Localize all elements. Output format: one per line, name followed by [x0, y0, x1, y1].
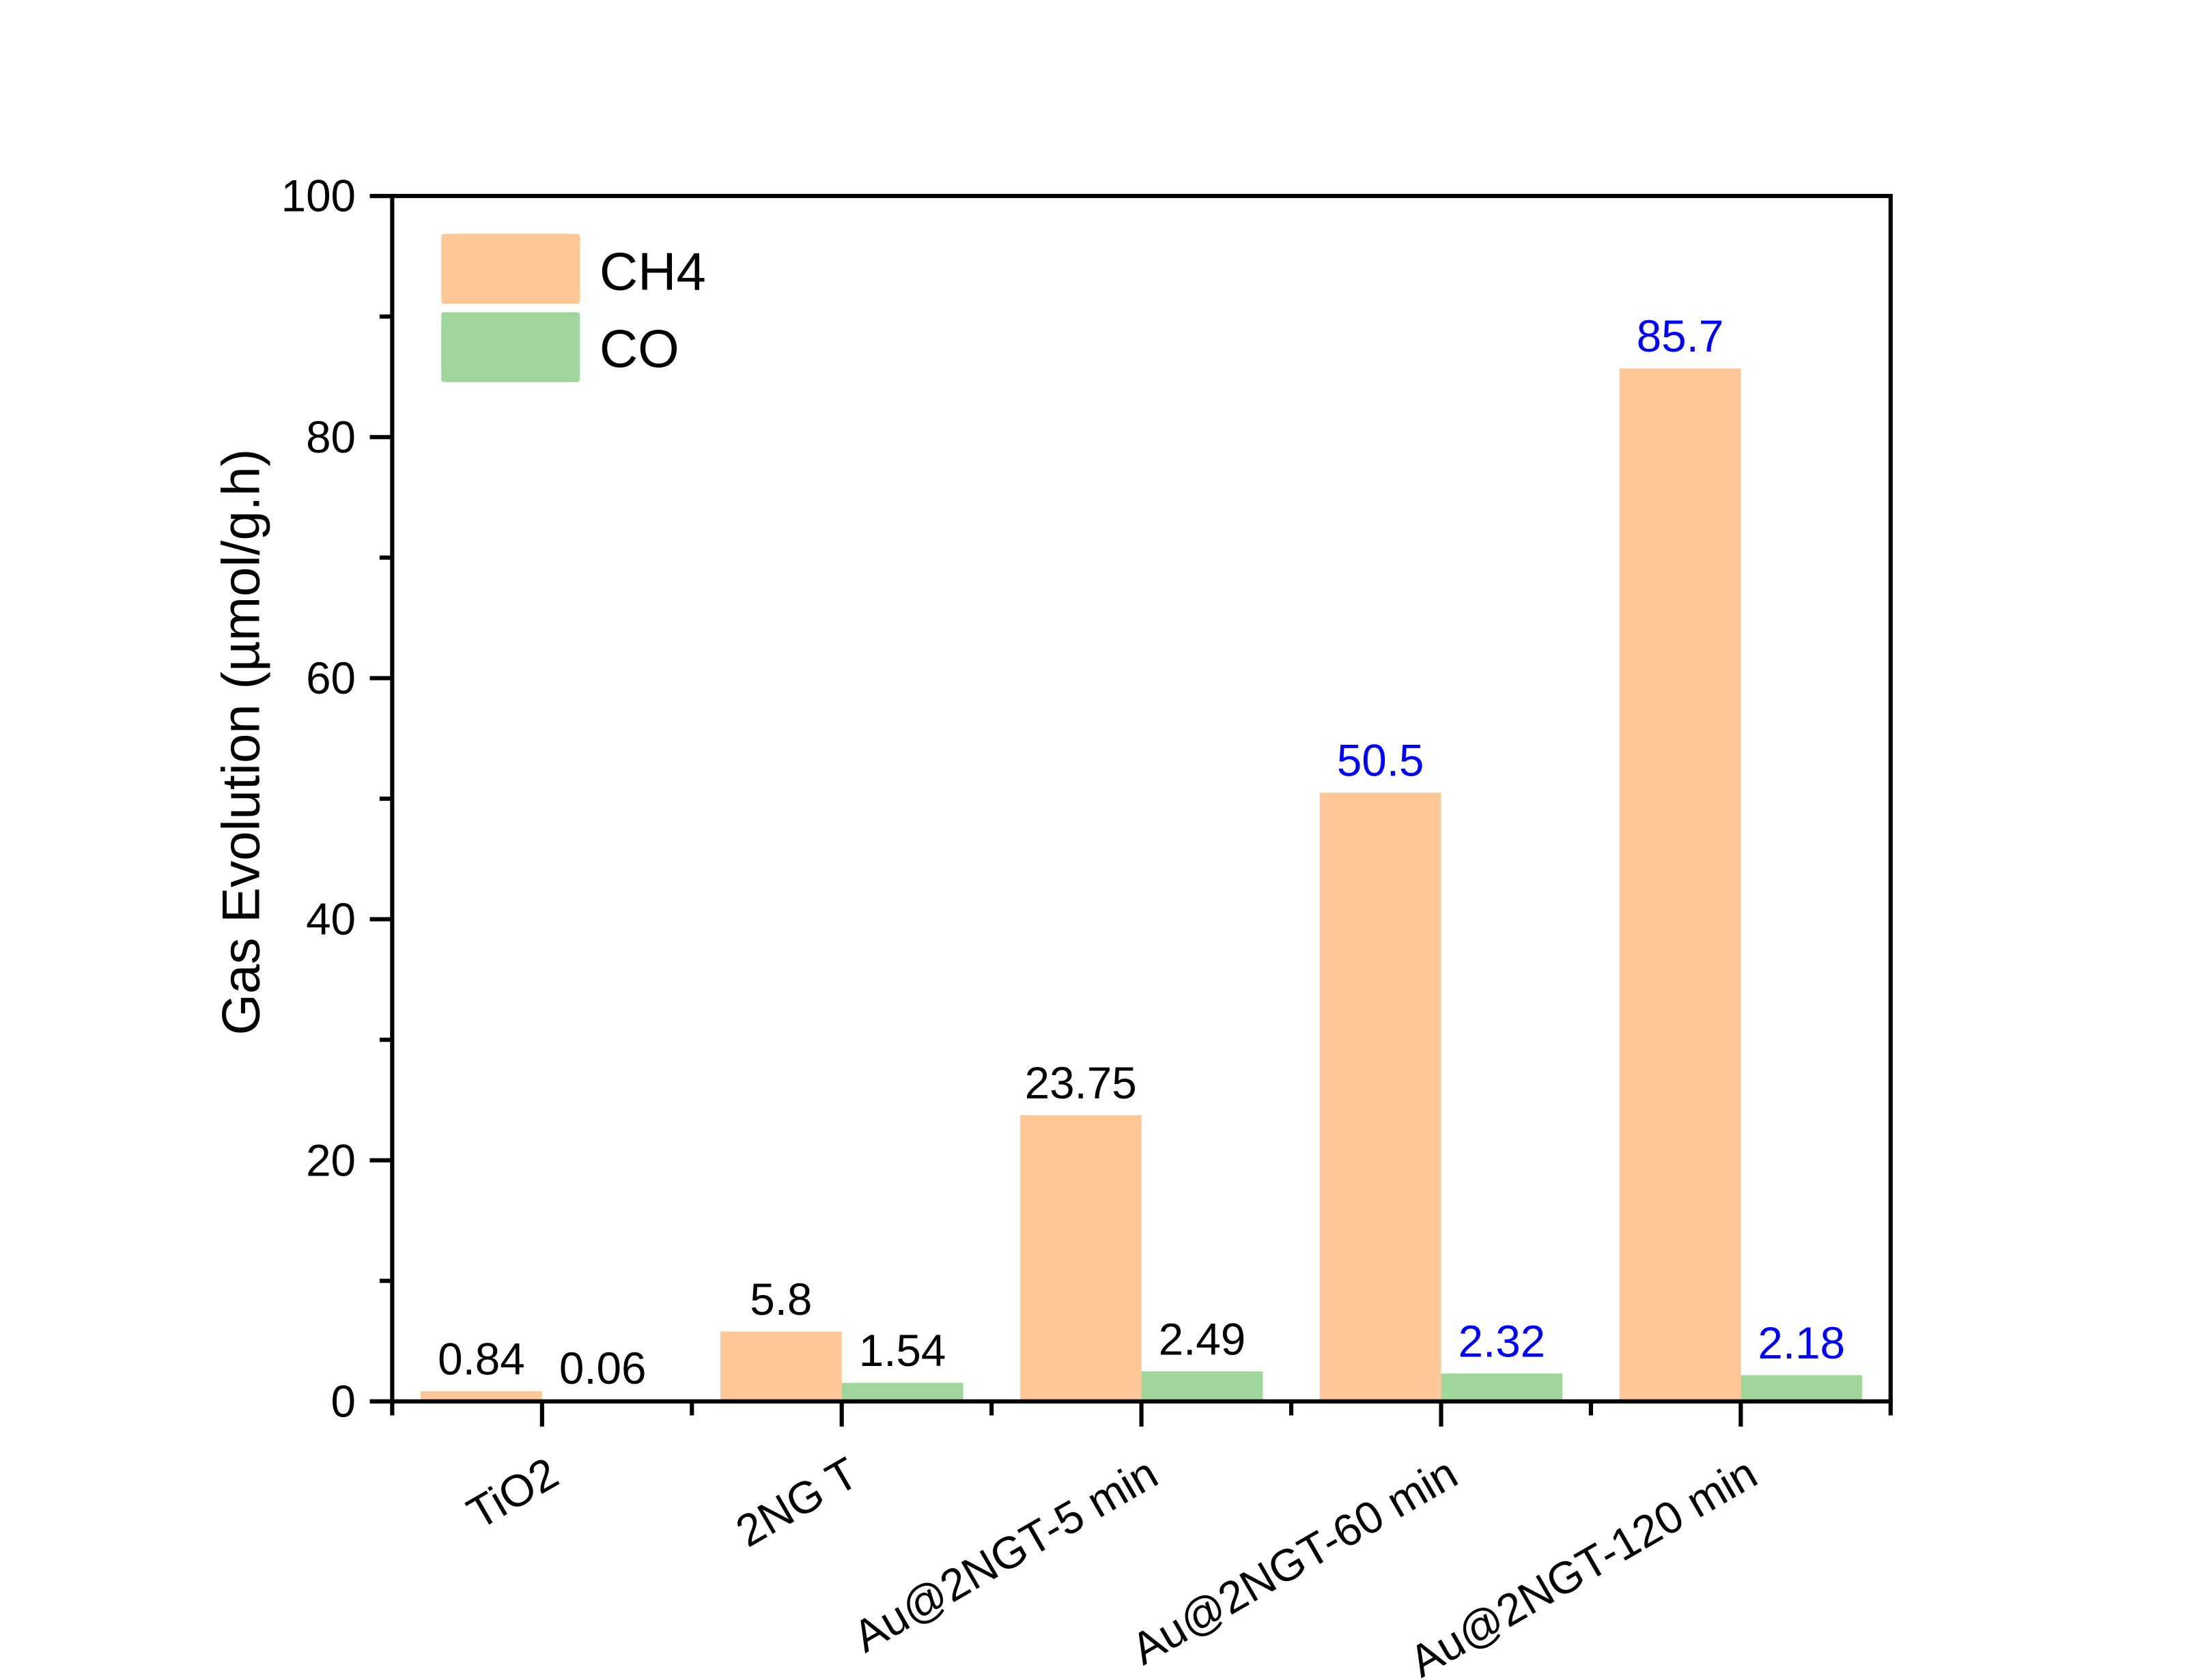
data-label-co: 2.49: [1159, 1314, 1246, 1364]
y-tick-label: 20: [306, 1135, 356, 1185]
y-tick-label: 40: [306, 894, 356, 944]
data-label-ch4: 50.5: [1337, 736, 1424, 786]
legend-label-co: CO: [600, 318, 679, 378]
y-tick-label: 60: [306, 653, 356, 703]
bar-ch4: [720, 1331, 842, 1401]
y-axis-label: Gas Evolution (µmol/g.h): [211, 449, 271, 1035]
x-tick-label: 2NG T: [728, 1448, 867, 1556]
y-tick-label: 80: [306, 412, 356, 462]
bar-ch4: [1019, 1115, 1142, 1401]
legend-label-ch4: CH4: [600, 242, 706, 302]
data-label-ch4: 85.7: [1637, 311, 1724, 361]
bar-ch4: [1319, 793, 1441, 1401]
legend-swatch-ch4: [441, 233, 580, 304]
data-label-co: 0.06: [559, 1343, 647, 1393]
bar-co: [1141, 1371, 1263, 1401]
data-label-co: 2.18: [1758, 1318, 1845, 1368]
bar-ch4: [1619, 368, 1741, 1401]
data-label-ch4: 23.75: [1025, 1058, 1137, 1108]
y-tick-label: 100: [281, 171, 356, 221]
data-label-ch4: 0.84: [438, 1334, 525, 1384]
data-label-co: 1.54: [859, 1326, 946, 1376]
x-tick-label: TiO2: [459, 1448, 567, 1539]
bars: 0.84 0.06 5.8 1.54 23.75 2.49 50.5 2.32 85.7 2.18: [421, 311, 1863, 1401]
data-label-co: 2.32: [1458, 1316, 1545, 1366]
legend: CH4 CO: [441, 233, 706, 382]
legend-swatch-co: [441, 312, 580, 382]
bar-ch4: [421, 1391, 542, 1401]
x-tick-label: Au@2NGT-5 min: [845, 1448, 1166, 1662]
y-tick-label: 0: [331, 1376, 356, 1426]
bar-co: [1441, 1373, 1563, 1401]
data-label-ch4: 5.8: [750, 1275, 812, 1324]
bar-co: [841, 1382, 963, 1401]
bar-co: [1741, 1375, 1863, 1401]
